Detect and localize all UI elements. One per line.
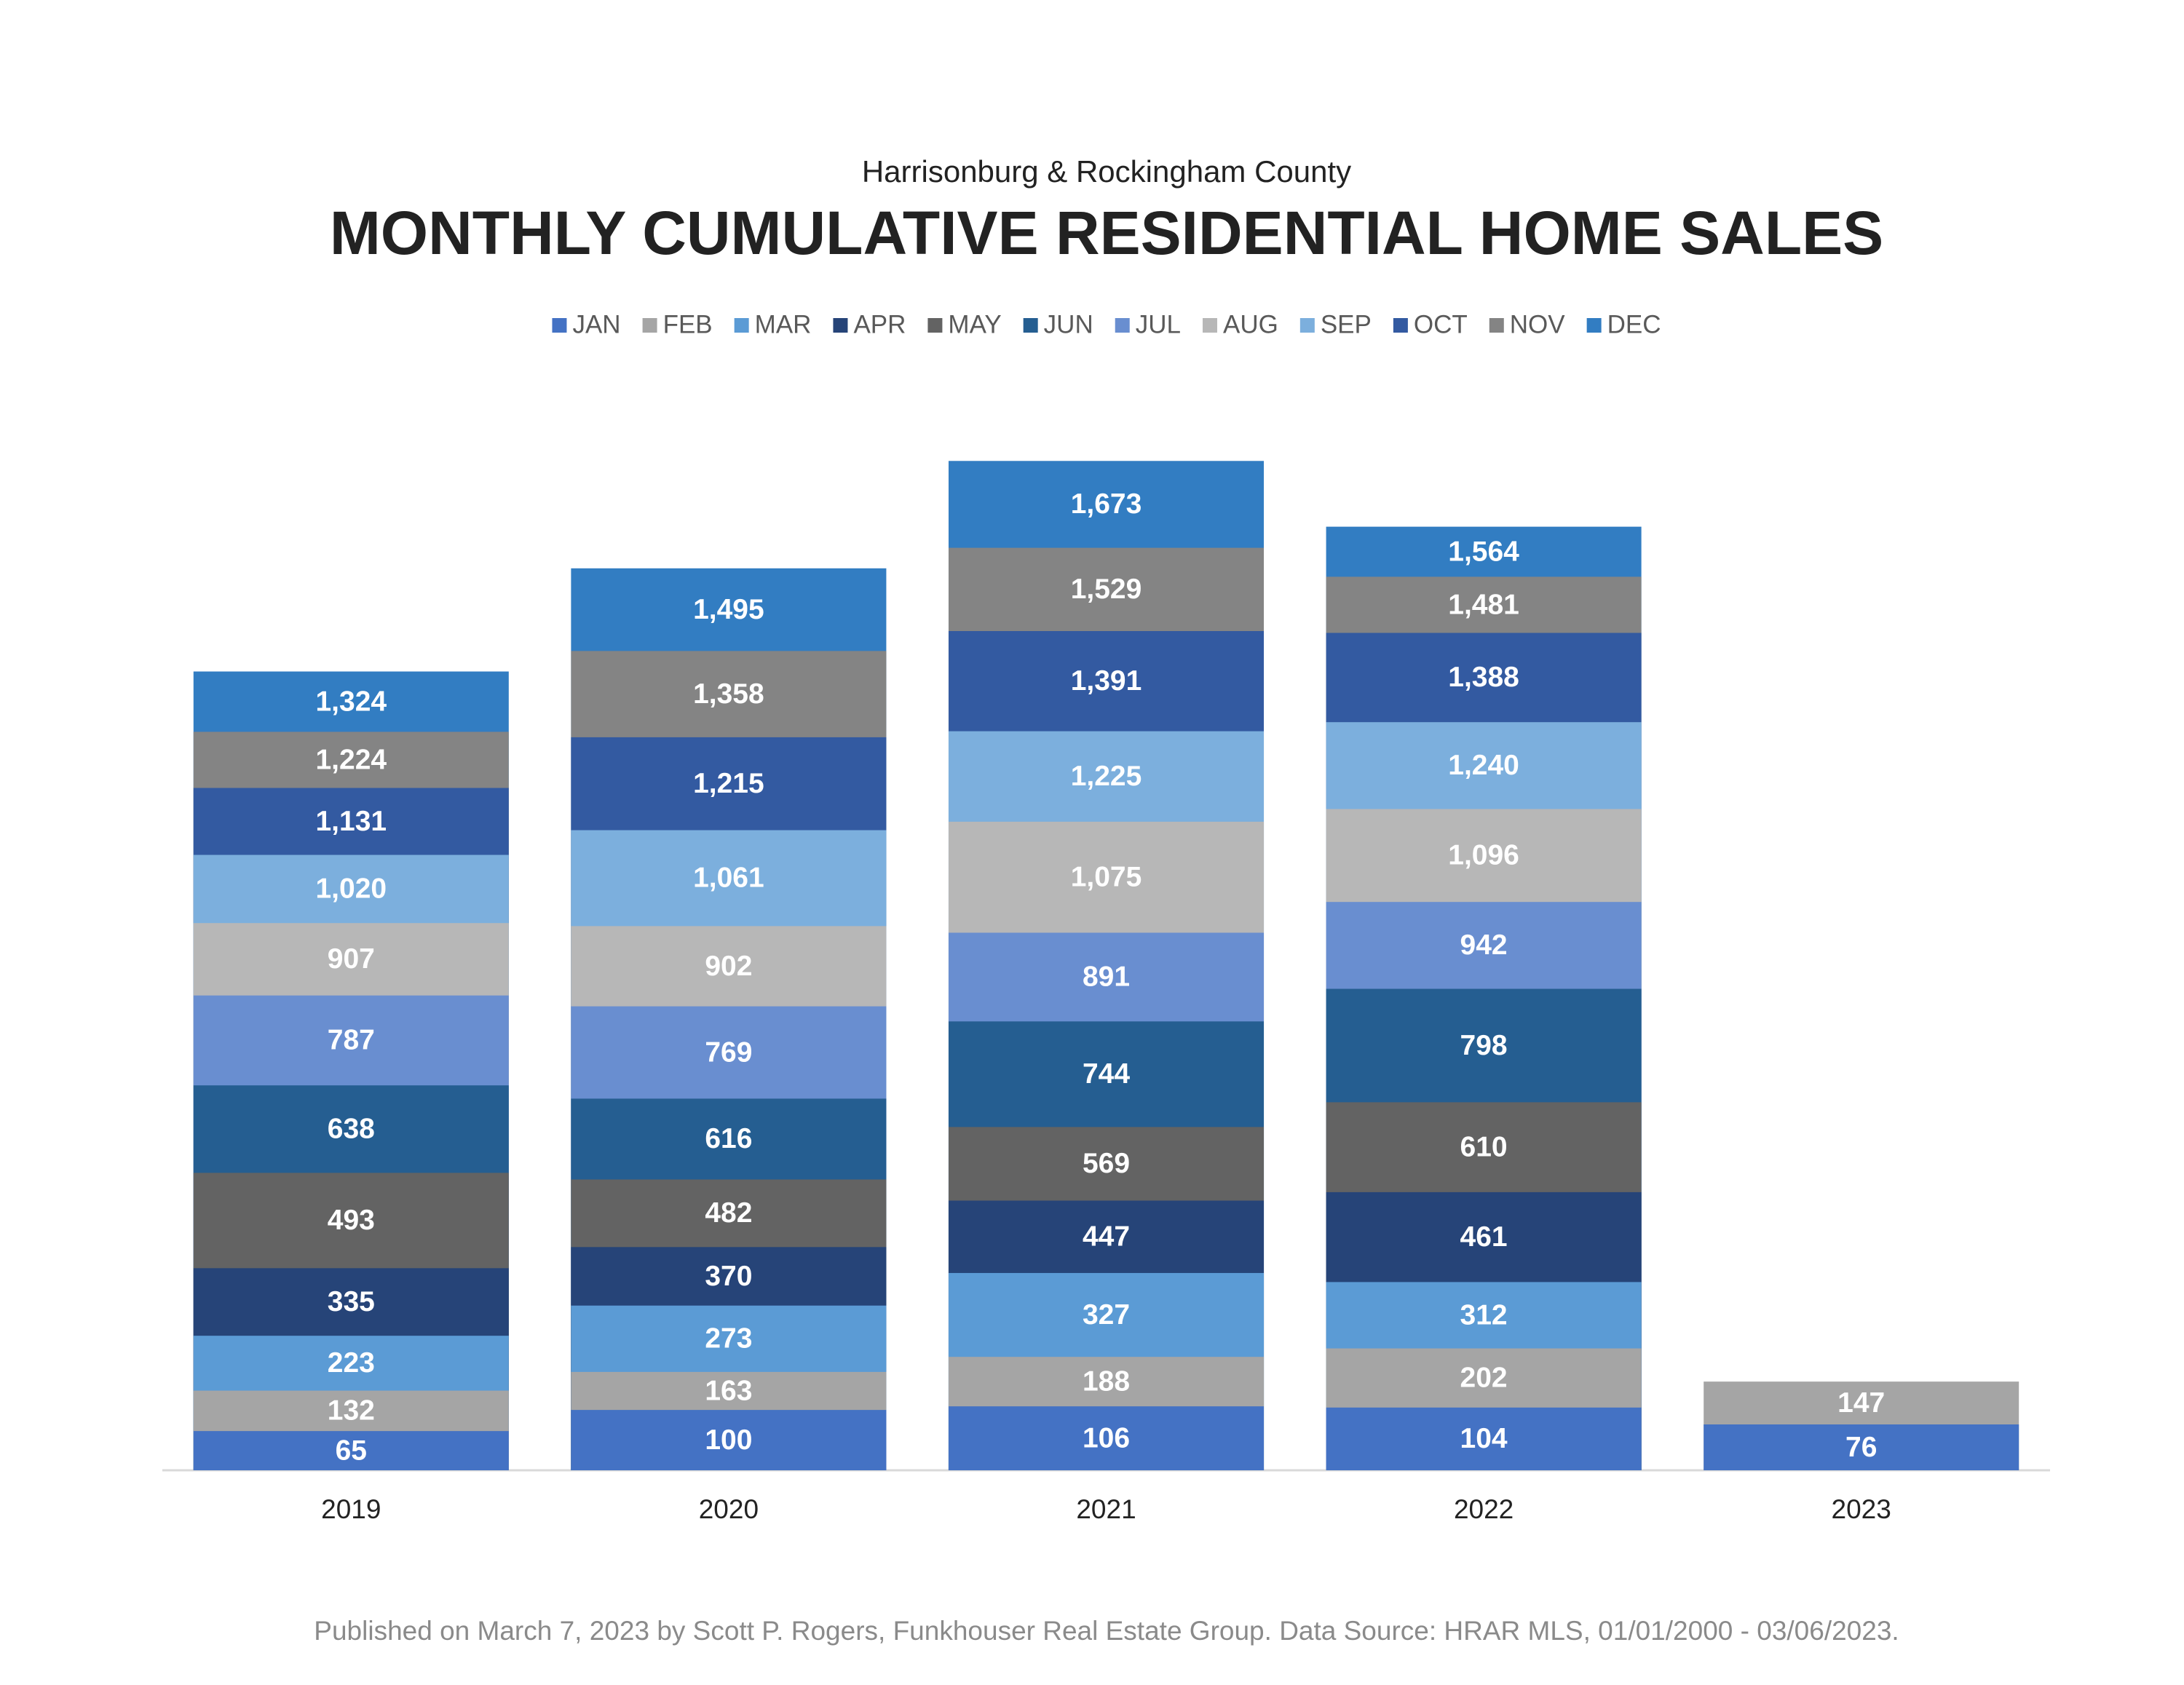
data-label: 610 <box>1460 1131 1508 1162</box>
legend-swatch <box>734 318 749 333</box>
legend-label: SEP <box>1321 310 1372 338</box>
data-label: 798 <box>1460 1030 1508 1061</box>
data-label: 1,358 <box>693 678 764 710</box>
legend-label: NOV <box>1510 310 1566 338</box>
data-label: 569 <box>1083 1148 1130 1179</box>
data-label: 461 <box>1460 1221 1508 1253</box>
data-label: 1,388 <box>1448 662 1519 693</box>
data-label: 147 <box>1837 1387 1885 1419</box>
legend-label: DEC <box>1607 310 1661 338</box>
x-tick-label: 2022 <box>1454 1494 1514 1524</box>
data-label: 744 <box>1083 1058 1130 1090</box>
legend-label: FEB <box>663 310 713 338</box>
data-label: 1,529 <box>1071 574 1142 605</box>
legend-label: MAR <box>755 310 812 338</box>
data-label: 1,224 <box>315 744 387 775</box>
data-label: 104 <box>1460 1423 1508 1454</box>
bar <box>1704 1424 2019 1470</box>
data-label: 907 <box>328 943 375 975</box>
data-label: 163 <box>705 1375 752 1406</box>
legend-swatch <box>642 318 657 333</box>
data-label: 891 <box>1083 962 1130 993</box>
legend-label: JUN <box>1044 310 1093 338</box>
x-tick-label: 2020 <box>699 1494 759 1524</box>
bar <box>948 1406 1265 1470</box>
chart-subtitle: Harrisonburg & Rockingham County <box>862 154 1351 189</box>
data-label: 1,481 <box>1448 589 1519 620</box>
legend-swatch <box>927 318 943 333</box>
data-label: 1,240 <box>1448 750 1519 781</box>
legend-swatch <box>1202 318 1217 333</box>
legend-label: OCT <box>1414 310 1468 338</box>
legend-swatch <box>552 318 567 333</box>
legend-swatch <box>1393 318 1408 333</box>
data-label: 1,495 <box>693 594 764 625</box>
data-label: 482 <box>705 1197 752 1229</box>
data-label: 335 <box>328 1286 375 1317</box>
data-label: 1,564 <box>1448 536 1519 567</box>
legend: JAN FEB MAR APR MAY JUN JUL AUG SEP OCT NOV DEC <box>552 310 1661 338</box>
data-label: 1,225 <box>1071 761 1142 792</box>
data-label: 902 <box>705 951 752 982</box>
data-label: 1,324 <box>315 686 387 717</box>
data-label: 1,391 <box>1071 665 1142 697</box>
data-label: 100 <box>705 1424 752 1456</box>
data-label: 1,131 <box>315 806 387 837</box>
data-label: 202 <box>1460 1362 1508 1393</box>
data-label: 1,075 <box>1071 861 1142 892</box>
footnote: Published on March 7, 2023 by Scott P. R… <box>314 1616 1899 1646</box>
data-label: 188 <box>1083 1365 1130 1397</box>
data-label: 942 <box>1460 929 1508 961</box>
data-label: 638 <box>328 1114 375 1145</box>
x-tick-label: 2019 <box>321 1494 381 1524</box>
legend-label: MAY <box>948 310 1001 338</box>
data-label: 1,061 <box>693 863 764 894</box>
bar <box>1326 1407 1642 1470</box>
legend-swatch <box>1489 318 1504 333</box>
legend-label: JAN <box>572 310 620 338</box>
data-label: 223 <box>328 1347 375 1379</box>
data-label: 106 <box>1083 1422 1130 1454</box>
data-label: 1,020 <box>315 873 387 905</box>
data-label: 1,096 <box>1448 840 1519 871</box>
legend-swatch <box>1023 318 1038 333</box>
data-label: 65 <box>336 1435 367 1466</box>
legend-swatch <box>1115 318 1130 333</box>
data-label: 1,673 <box>1071 488 1142 520</box>
legend-label: JUL <box>1136 310 1181 338</box>
data-label: 769 <box>705 1036 752 1068</box>
data-label: 370 <box>705 1261 752 1292</box>
data-label: 327 <box>1083 1299 1130 1331</box>
data-label: 132 <box>328 1395 375 1427</box>
x-tick-label: 2023 <box>1832 1494 1891 1524</box>
chart-title: MONTHLY CUMULATIVE RESIDENTIAL HOME SALE… <box>330 199 1883 267</box>
data-label: 493 <box>328 1205 375 1236</box>
legend-label: AUG <box>1223 310 1278 338</box>
data-label: 312 <box>1460 1299 1508 1331</box>
x-tick-label: 2021 <box>1076 1494 1136 1524</box>
legend-swatch <box>1586 318 1602 333</box>
legend-label: APR <box>853 310 906 338</box>
bar <box>193 1431 509 1470</box>
data-label: 787 <box>328 1025 375 1056</box>
data-label: 616 <box>705 1123 752 1154</box>
legend-swatch <box>1299 318 1315 333</box>
bar <box>571 1410 887 1470</box>
legend-swatch <box>833 318 848 333</box>
data-label: 447 <box>1083 1221 1130 1253</box>
data-label: 1,215 <box>693 768 764 799</box>
data-label: 76 <box>1845 1432 1877 1463</box>
data-label: 273 <box>705 1323 752 1355</box>
